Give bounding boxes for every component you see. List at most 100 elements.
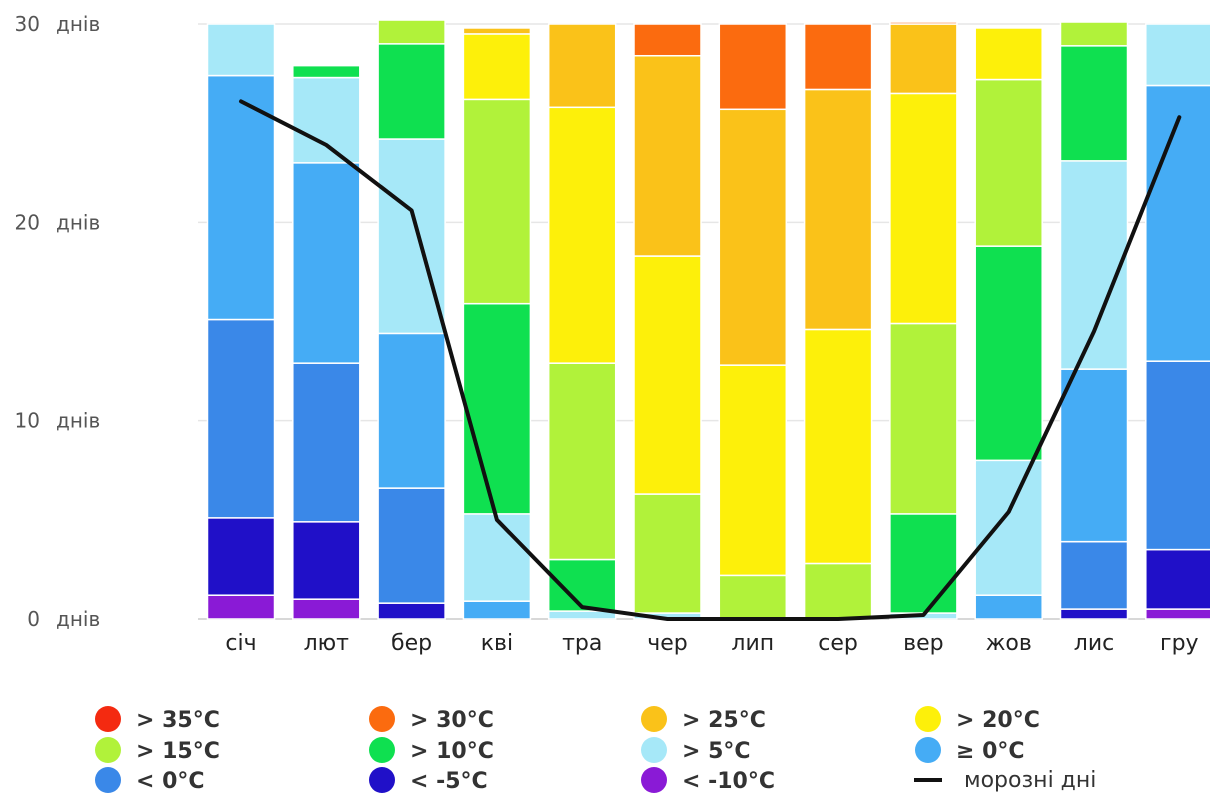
bar-segment: [292, 362, 361, 523]
bar-segment: [292, 598, 361, 620]
bar-segment: [292, 521, 361, 600]
legend-label: < 0°C: [136, 769, 205, 794]
bar-segment: [1059, 21, 1129, 47]
legend-dot-swatch: [95, 737, 121, 763]
bar-segment: [718, 23, 788, 111]
x-tick-label: чер: [647, 631, 688, 656]
x-tick-label: лют: [304, 631, 350, 656]
legend-dot-swatch: [95, 767, 121, 793]
bar-segment: [718, 108, 788, 366]
bar-segment: [292, 64, 361, 79]
x-tick-label: лис: [1074, 631, 1114, 656]
bar-segment: [974, 459, 1043, 596]
bar-segment: [633, 23, 702, 57]
legend: > 35°C > 30°C > 25°C > 20°C > 15°C > 10°C > 5°…: [95, 706, 1096, 794]
x-tick-label: бер: [391, 631, 432, 656]
bar-segment: [206, 318, 276, 519]
y-axis: 0 днів 10 днів 20 днів 30 днів: [15, 12, 101, 631]
bar-segment: [462, 98, 532, 305]
y-tick-value: 20: [15, 210, 40, 234]
bar-segment: [462, 600, 532, 620]
legend-label: > 25°C: [682, 708, 766, 733]
y-tick-value: 30: [15, 12, 40, 36]
x-tick-label: січ: [225, 631, 256, 656]
bar-segment: [889, 513, 958, 614]
legend-label: > 10°C: [410, 739, 494, 764]
bar-segment: [718, 364, 788, 577]
legend-dot-swatch: [95, 706, 121, 732]
bar-segment: [206, 74, 276, 321]
bar-segment: [1059, 368, 1129, 543]
bar-segment: [206, 517, 276, 596]
legend-label: < -10°C: [682, 769, 775, 794]
legend-dot-swatch: [369, 767, 395, 793]
x-axis: січ лют бер кві тра чер лип сер вер жов лис гру: [225, 631, 1198, 656]
bar-segment: [803, 88, 873, 331]
legend-dot-swatch: [369, 706, 395, 732]
bar-segment: [547, 106, 617, 364]
legend-label: > 20°C: [956, 708, 1040, 733]
bar-segment: [1059, 608, 1129, 620]
bar-segment: [292, 76, 361, 164]
bar-segment: [1059, 160, 1129, 370]
legend-label: > 15°C: [136, 739, 220, 764]
legend-dot-swatch: [641, 767, 667, 793]
bar-segment: [462, 33, 532, 101]
y-tick-value: 0: [27, 607, 40, 631]
legend-label: > 30°C: [410, 708, 494, 733]
x-tick-label: лип: [731, 631, 774, 656]
legend-label: морозні дні: [964, 768, 1096, 793]
bar-segment: [547, 23, 617, 109]
x-tick-label: вер: [903, 631, 943, 656]
bar-segment: [633, 54, 702, 257]
bar-segment: [974, 78, 1043, 247]
bar-segment: [974, 594, 1043, 620]
bar-segment: [462, 513, 532, 602]
bar-segment: [462, 302, 532, 515]
bar-segment: [889, 92, 958, 325]
bar-segment: [547, 362, 617, 561]
bar-segment: [1059, 45, 1129, 162]
bar-segment: [206, 23, 276, 77]
y-tick-unit: днів: [56, 12, 100, 36]
bar-segment: [974, 27, 1043, 81]
frost-days-line: [239, 99, 1182, 621]
legend-dot-swatch: [641, 706, 667, 732]
bar-segment: [1145, 548, 1210, 610]
stacked-bars: [206, 19, 1210, 620]
bar-segment: [377, 332, 446, 489]
y-tick-value: 10: [15, 409, 40, 433]
bar-segment: [803, 23, 873, 91]
y-tick-unit: днів: [56, 210, 100, 234]
bar-segment: [1145, 360, 1210, 551]
bar-segment: [377, 138, 446, 335]
bar-segment: [1145, 84, 1210, 362]
y-tick-unit: днів: [56, 409, 100, 433]
legend-label: > 35°C: [136, 708, 220, 733]
x-tick-label: сер: [818, 631, 858, 656]
legend-label: ≥ 0°C: [956, 739, 1025, 764]
x-tick-label: гру: [1160, 631, 1199, 656]
bar-segment: [1059, 540, 1129, 610]
frost-days-polyline: [239, 99, 1182, 621]
bar-segment: [974, 245, 1043, 462]
bar-segment: [803, 562, 873, 620]
bar-segment: [633, 255, 702, 495]
bar-segment: [889, 23, 958, 95]
x-tick-label: жов: [986, 631, 1032, 656]
legend-dot-swatch: [641, 737, 667, 763]
bar-segment: [889, 322, 958, 515]
bar-segment: [889, 21, 958, 25]
bar-segment: [1145, 23, 1210, 87]
bar-segment: [803, 328, 873, 565]
bar-segment: [377, 19, 446, 45]
bar-segment: [633, 493, 702, 614]
bar-segment: [377, 487, 446, 604]
legend-dot-swatch: [915, 706, 941, 732]
legend-dot-swatch: [915, 737, 941, 763]
bar-segment: [292, 162, 361, 364]
legend-dot-swatch: [369, 737, 395, 763]
bar-segment: [462, 27, 532, 35]
x-tick-label: кві: [481, 631, 513, 656]
